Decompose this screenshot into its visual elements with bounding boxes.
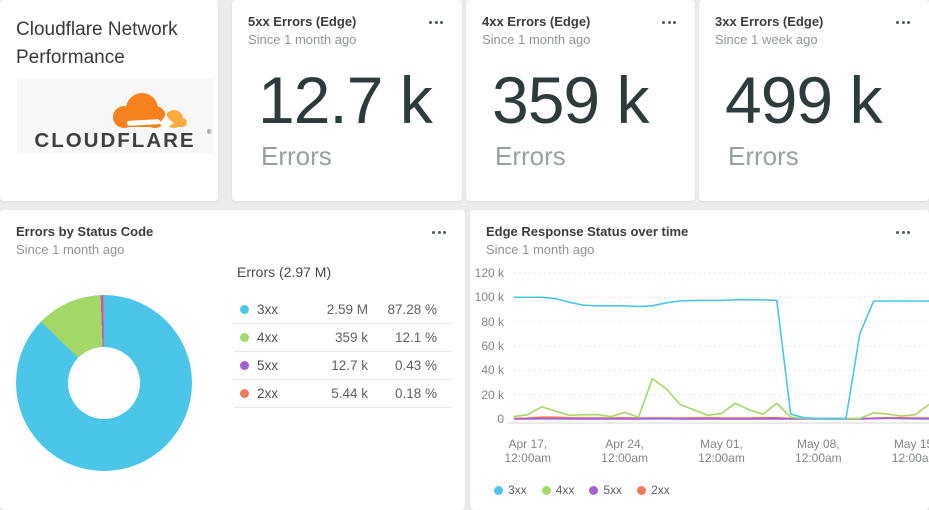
chart-subtitle: Since 1 month ago: [16, 242, 125, 257]
kpi-card-4xx: 4xx Errors (Edge) Since 1 month ago 359 …: [466, 0, 695, 201]
kpi-card-5xx: 5xx Errors (Edge) Since 1 month ago 12.7…: [232, 0, 462, 201]
legend-color-dot: [589, 485, 599, 495]
legend-color-dot: [637, 485, 647, 495]
svg-text:®: ®: [207, 129, 212, 136]
legend-label: 2xx: [651, 483, 670, 497]
card-menu-icon[interactable]: [893, 18, 913, 27]
line-chart-legend: 3xx 4xx 5xx 2xx: [494, 483, 670, 497]
legend-item[interactable]: 3xx: [494, 483, 527, 497]
dashboard-title: Cloudflare Network Performance: [16, 19, 178, 68]
y-axis-tick-label: 120 k: [474, 266, 504, 280]
xtick-time: 12:00am: [504, 451, 552, 465]
x-axis-tick-label: May 15, 12:00am: [880, 437, 929, 465]
xtick-time: 12:00am: [601, 451, 648, 465]
kpi-subtitle: Since 1 week ago: [715, 32, 818, 47]
chart-title: Errors by Status Code: [16, 224, 154, 239]
y-axis-tick-label: 80 k: [481, 314, 504, 329]
legend-label: 4xx: [555, 483, 575, 497]
legend-item[interactable]: 4xx: [541, 483, 575, 497]
y-axis-tick-label: 100 k: [474, 290, 504, 305]
kpi-value: 12.7 k: [258, 63, 433, 137]
series-line-3xx: [514, 296, 929, 420]
kpi-unit-label: Errors: [495, 141, 566, 171]
series-line-5xx: [514, 417, 929, 420]
card-menu-icon[interactable]: [426, 18, 446, 27]
status-label: 2xx: [257, 386, 279, 401]
legend-color-dot: [494, 485, 503, 495]
xtick-date: Apr 24,: [605, 437, 644, 451]
y-axis-tick-label: 40 k: [481, 363, 504, 378]
x-axis-tick-label: Apr 24, 12:00am: [590, 437, 660, 465]
status-color-dot: [240, 389, 249, 398]
xtick-date: May 01,: [700, 437, 743, 451]
status-value: 12.7 k: [331, 358, 368, 373]
status-label: 4xx: [257, 330, 279, 345]
dashboard-title-card: Cloudflare Network Performance CLOUDFLAR…: [0, 0, 218, 201]
status-value: 2.59 M: [326, 302, 368, 317]
status-value: 5.44 k: [331, 386, 368, 401]
kpi-title: 5xx Errors (Edge): [248, 14, 357, 29]
cloudflare-logo-image: CLOUDFLARE ®: [34, 93, 212, 152]
kpi-unit-label: Errors: [728, 141, 799, 171]
cloudflare-logo: CLOUDFLARE ®: [17, 79, 213, 153]
xtick-date: May 08,: [796, 437, 840, 451]
xtick-date: May 15,: [893, 437, 929, 451]
y-axis-tick-label: 0: [497, 412, 504, 426]
status-percent: 0.18 %: [394, 386, 437, 401]
legend-label: 3xx: [508, 483, 527, 497]
kpi-title: 4xx Errors (Edge): [482, 14, 591, 29]
card-menu-icon[interactable]: [893, 228, 913, 237]
xtick-time: 12:00am: [891, 451, 929, 465]
chart-subtitle: Since 1 month ago: [486, 242, 595, 257]
x-axis-tick-label: May 01, 12:00am: [687, 437, 757, 465]
kpi-subtitle: Since 1 month ago: [248, 32, 357, 47]
xtick-time: 12:00am: [698, 451, 745, 465]
xtick-time: 12:00am: [794, 451, 842, 465]
table-row: 5xx 12.7 k 0.43 %: [234, 352, 452, 380]
table-row: 3xx 2.59 M 87.28 %: [234, 296, 452, 324]
kpi-value: 499 k: [725, 63, 882, 137]
legend-color-dot: [541, 485, 551, 495]
edge-response-status-card: Edge Response Status over time Since 1 m…: [470, 210, 929, 510]
line-chart-svg: [508, 272, 929, 424]
y-axis-tick-label: 60 k: [481, 339, 504, 353]
donut-chart[interactable]: [16, 295, 192, 471]
status-percent: 87.28 %: [387, 302, 437, 317]
status-label: 5xx: [257, 358, 279, 373]
x-axis-tick-label: Apr 17, 12:00am: [493, 437, 563, 465]
status-color-dot: [240, 361, 249, 370]
legend-item[interactable]: 5xx: [589, 483, 622, 497]
card-menu-icon[interactable]: [429, 228, 449, 237]
legend-item[interactable]: 2xx: [637, 483, 670, 497]
kpi-subtitle: Since 1 month ago: [482, 32, 591, 47]
kpi-title: 3xx Errors (Edge): [715, 14, 824, 29]
status-label: 3xx: [257, 302, 279, 317]
status-color-dot: [240, 333, 249, 342]
table-row: 2xx 5.44 k 0.18 %: [234, 380, 452, 408]
y-axis-tick-label: 20 k: [481, 387, 504, 402]
status-percent: 12.1 %: [394, 330, 437, 345]
line-chart[interactable]: [508, 265, 929, 425]
legend-label: 5xx: [603, 483, 623, 497]
card-menu-icon[interactable]: [659, 18, 679, 27]
xtick-date: Apr 17,: [508, 437, 548, 451]
errors-by-status-code-card: Errors by Status Code Since 1 month ago …: [0, 210, 465, 510]
status-table-header: Errors (2.97 M): [237, 264, 332, 280]
status-percent: 0.43 %: [394, 358, 437, 373]
series-line-4xx: [513, 378, 929, 420]
table-row: 4xx 359 k 12.1 %: [234, 324, 452, 352]
kpi-card-3xx: 3xx Errors (Edge) Since 1 week ago 499 k…: [699, 0, 929, 201]
status-value: 359 k: [334, 330, 368, 345]
kpi-value: 359 k: [492, 63, 649, 137]
chart-title: Edge Response Status over time: [486, 224, 689, 239]
x-axis-tick-label: May 08, 12:00am: [783, 437, 853, 465]
cloudflare-wordmark: CLOUDFLARE: [34, 129, 195, 152]
status-table-rows: 3xx 2.59 M 87.28 % 4xx 359 k 12.1 % 5xx …: [234, 296, 452, 408]
status-color-dot: [240, 305, 249, 314]
kpi-unit-label: Errors: [261, 141, 332, 171]
